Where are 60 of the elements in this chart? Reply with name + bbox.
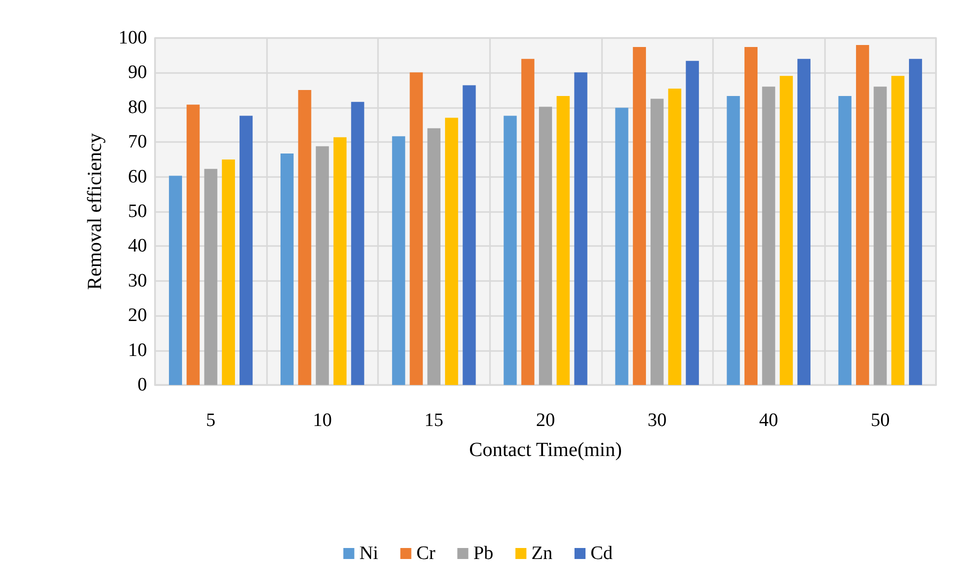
x-axis-title: Contact Time(min) xyxy=(469,439,622,461)
x-tick-label: 15 xyxy=(424,410,444,431)
bar xyxy=(538,106,552,385)
bar xyxy=(333,137,347,385)
legend-label: Cd xyxy=(590,543,614,564)
y-tick-label: 50 xyxy=(128,201,147,222)
bar xyxy=(204,168,218,385)
bar xyxy=(462,85,476,385)
y-tick-label: 30 xyxy=(128,270,147,292)
y-tick-label: 10 xyxy=(128,340,147,361)
bar xyxy=(521,58,534,385)
bar xyxy=(780,76,793,385)
bar xyxy=(686,60,699,385)
x-tick-label: 50 xyxy=(870,410,890,431)
bar xyxy=(351,102,364,385)
y-tick-label: 20 xyxy=(128,305,147,326)
bar xyxy=(891,76,904,385)
bar xyxy=(615,108,628,385)
bar xyxy=(574,72,588,385)
bar xyxy=(445,118,458,385)
bar xyxy=(797,58,810,385)
bar xyxy=(632,47,646,385)
bar xyxy=(316,146,329,385)
bar xyxy=(908,58,922,385)
bar xyxy=(298,90,312,385)
bar xyxy=(222,159,235,385)
y-tick-label: 40 xyxy=(128,236,147,257)
x-tick-label: 30 xyxy=(648,410,667,431)
bar xyxy=(838,96,852,385)
bar xyxy=(762,86,776,385)
y-tick-label: 80 xyxy=(128,96,147,118)
y-tick-label: 60 xyxy=(128,166,147,188)
x-tick-label: 20 xyxy=(536,410,555,431)
bar xyxy=(280,154,294,385)
legend-label: Cr xyxy=(416,543,436,564)
bar xyxy=(392,136,406,385)
y-tick-label: 100 xyxy=(118,28,147,48)
bar xyxy=(726,96,740,385)
bar xyxy=(668,88,682,385)
bar xyxy=(240,116,253,385)
x-tick-label: 40 xyxy=(759,410,778,431)
bar xyxy=(744,47,758,385)
bar xyxy=(504,116,517,385)
bar xyxy=(186,104,200,385)
bar xyxy=(556,96,570,385)
x-tick-label: 5 xyxy=(206,410,216,431)
bar xyxy=(168,176,182,385)
y-tick-label: 70 xyxy=(128,132,147,153)
bar xyxy=(427,128,440,385)
legend-label: Zn xyxy=(531,543,553,564)
x-tick-label: 10 xyxy=(312,410,332,431)
bar xyxy=(874,86,887,385)
bar xyxy=(856,44,870,385)
legend-label: Pb xyxy=(473,543,494,564)
y-axis-title: Removal efficiency xyxy=(84,133,106,290)
y-tick-label: 90 xyxy=(128,62,147,84)
legend-label: Ni xyxy=(359,543,378,564)
y-tick-label: 0 xyxy=(138,374,147,396)
bar xyxy=(410,72,423,385)
bar xyxy=(650,98,664,385)
